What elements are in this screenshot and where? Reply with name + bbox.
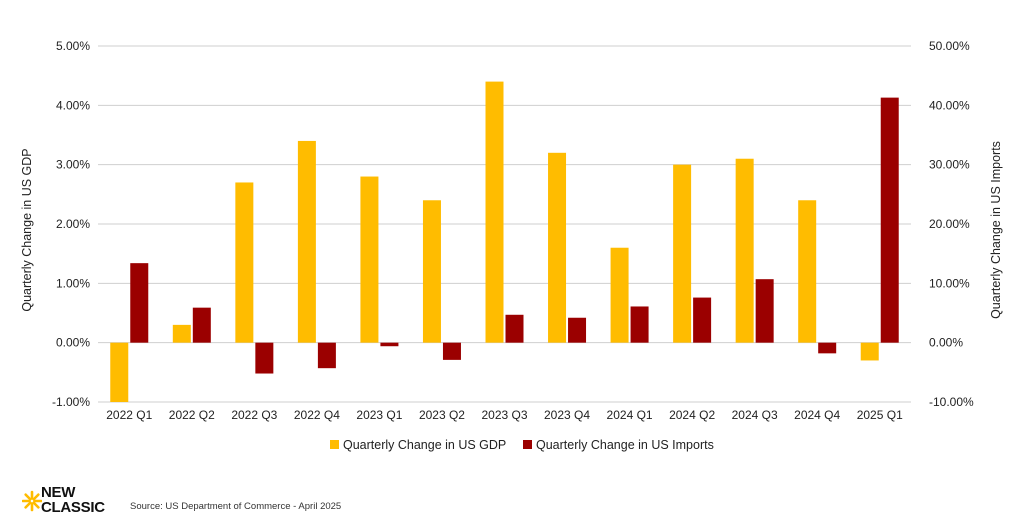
y2-tick-label: 10.00% [929,276,970,290]
y-tick-label: 1.00% [56,276,90,290]
brand-logo: NEW CLASSIC [22,482,122,518]
y-tick-label: -1.00% [52,395,90,409]
y2-tick-label: -10.00% [929,395,974,409]
bar-gdp [860,342,879,361]
bar-imports [255,342,274,374]
y-tick-label: 3.00% [56,158,90,172]
x-tick-label: 2024 Q4 [794,408,840,422]
bar-gdp [110,342,129,402]
legend-label: Quarterly Change in US Imports [536,438,714,452]
burst-ray [32,501,40,509]
bar-imports [442,342,461,360]
bar-imports [192,307,211,343]
sunburst-icon [22,490,42,512]
bar-imports [380,342,399,347]
y2-tick-label: 30.00% [929,158,970,172]
bar-gdp [297,140,316,343]
burst-ray [32,493,40,501]
source-note: Source: US Department of Commerce - Apri… [130,501,342,512]
x-axis-ticks: 2022 Q1 2022 Q2 2022 Q3 2022 Q4 2023 Q1 2023 … [106,408,903,422]
bar-gdp [235,182,254,343]
x-tick-label: 2022 Q2 [169,408,215,422]
x-tick-label: 2023 Q2 [419,408,465,422]
legend-swatch [330,440,339,449]
y-tick-label: 2.00% [56,217,90,231]
gridlines [98,45,911,403]
bars [110,81,899,402]
legend-label: Quarterly Change in US GDP [343,438,506,452]
bar-gdp [548,152,567,343]
chart: 2022 Q1 2022 Q2 2022 Q3 2022 Q4 2023 Q1 2023 … [20,39,1003,452]
x-tick-label: 2024 Q2 [669,408,715,422]
bar-imports [568,317,587,343]
burst-ray [24,493,32,501]
x-tick-label: 2023 Q4 [544,408,590,422]
logo-line1: NEW [41,484,76,501]
bar-gdp [673,164,692,343]
y2-axis-ticks: 50.00% 40.00% 30.00% 20.00% 10.00% 0.00% -10.0… [929,39,974,409]
bar-gdp [172,324,191,343]
bar-gdp [422,200,441,343]
y-tick-label: 4.00% [56,98,90,112]
logo-line2: CLASSIC [41,499,105,516]
y-axis-title: Quarterly Change in US GDP [20,148,34,311]
bar-gdp [485,81,504,343]
burst-ray [24,501,32,509]
x-tick-label: 2023 Q1 [356,408,402,422]
x-tick-label: 2022 Q1 [106,408,152,422]
bar-imports [880,97,899,343]
y-tick-label: 0.00% [56,336,90,350]
x-tick-label: 2024 Q1 [607,408,653,422]
bar-imports [818,342,837,354]
x-tick-label: 2022 Q3 [231,408,277,422]
bar-imports [130,263,149,343]
y2-tick-label: 20.00% [929,217,970,231]
legend-swatch [523,440,532,449]
bar-gdp [360,176,379,343]
x-tick-label: 2024 Q3 [732,408,778,422]
bar-imports [317,342,336,369]
footer: NEW CLASSIC Source: US Department of Com… [22,478,341,518]
y-tick-label: 5.00% [56,39,90,53]
x-tick-label: 2022 Q4 [294,408,340,422]
bar-gdp [798,200,817,343]
bar-imports [693,297,712,343]
bar-imports [505,314,524,343]
y2-axis-title: Quarterly Change in US Imports [989,141,1003,319]
bar-gdp [610,247,629,343]
y2-tick-label: 40.00% [929,98,970,112]
y2-tick-label: 0.00% [929,336,963,350]
bar-imports [630,306,649,343]
bar-imports [755,279,774,343]
x-tick-label: 2023 Q3 [481,408,527,422]
legend: Quarterly Change in US GDP Quarterly Chan… [330,438,714,452]
x-tick-label: 2025 Q1 [857,408,903,422]
y-axis-ticks: 5.00% 4.00% 3.00% 2.00% 1.00% 0.00% -1.00% [52,39,90,409]
y2-tick-label: 50.00% [929,39,970,53]
bar-gdp [735,158,754,343]
